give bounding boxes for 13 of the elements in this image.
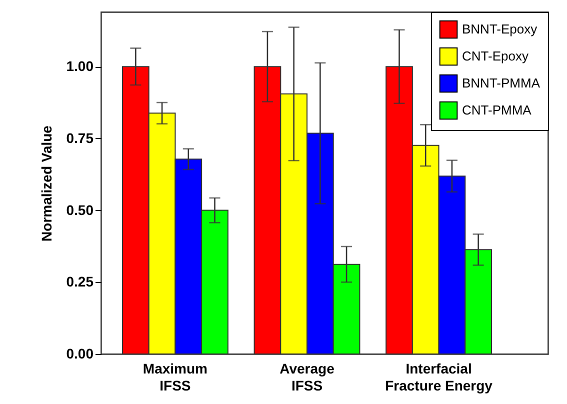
x-tick-label: Interfacial Fracture Energy bbox=[385, 360, 493, 394]
legend-label: CNT-PMMA bbox=[462, 102, 532, 118]
legend-label: BNNT-PMMA bbox=[462, 76, 540, 90]
y-tick-label: 0.75 bbox=[66, 130, 94, 146]
y-tick-label: 0.00 bbox=[66, 346, 94, 362]
y-tick-label: 0.25 bbox=[66, 274, 94, 290]
legend-label: CNT-Epoxy bbox=[462, 48, 529, 64]
y-axis-title: Normalized Value bbox=[38, 125, 54, 242]
legend-label: BNNT-Epoxy bbox=[462, 22, 538, 36]
y-tick-label: 1.00 bbox=[66, 58, 94, 74]
x-tick-label: Average IFSS bbox=[280, 360, 335, 394]
y-tick-label: 0.50 bbox=[66, 202, 94, 218]
x-tick-label: Maximum IFSS bbox=[142, 360, 208, 394]
